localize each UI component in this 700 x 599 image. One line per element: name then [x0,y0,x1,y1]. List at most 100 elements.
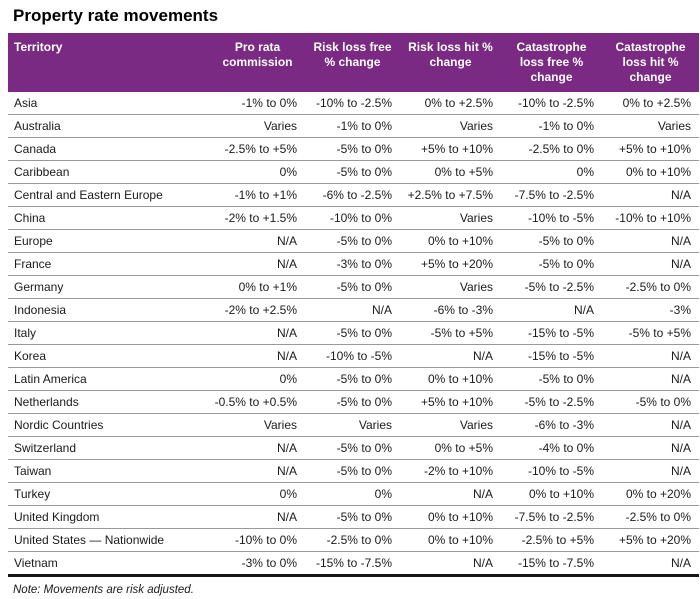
rate-value-cell: -6% to -3% [501,413,602,437]
rate-value-cell: -2.5% to 0% [501,137,602,161]
territory-cell: Nordic Countries [8,413,210,437]
rate-value-cell: -3% to 0% [305,252,400,276]
rate-value-cell: -5% to 0% [305,459,400,483]
rate-value-cell: -2.5% to 0% [602,275,699,299]
table-row: Canada -2.5% to +5% -5% to 0% +5% to +10% -2… [8,137,699,161]
rate-value-cell: +5% to +20% [400,252,501,276]
rate-value-cell: -5% to +5% [602,321,699,345]
rate-value-cell: 0% to +20% [602,482,699,506]
rate-value-cell: 0% [210,482,305,506]
rate-value-cell: -5% to 0% [501,252,602,276]
table-row: Nordic Countries Varies Varies Varies -6% to… [8,413,699,437]
territory-cell: China [8,206,210,230]
rate-value-cell: N/A [400,344,501,368]
rate-value-cell: 0% to +10% [400,367,501,391]
rate-value-cell: -1% to 0% [210,92,305,115]
rate-value-cell: 0% to +10% [400,229,501,253]
table-row: Asia -1% to 0% -10% to -2.5% 0% to +2.5% -10… [8,92,699,115]
rate-value-cell: -10% to 0% [305,206,400,230]
rate-value-cell: 0% [305,482,400,506]
rate-value-cell: -3% to 0% [210,551,305,577]
rate-value-cell: -15% to -5% [501,321,602,345]
rate-value-cell: -5% to 0% [501,229,602,253]
rate-value-cell: -5% to -2.5% [501,390,602,414]
territory-cell: Turkey [8,482,210,506]
rate-value-cell: -5% to 0% [501,367,602,391]
table-row: France N/A -3% to 0% +5% to +20% -5% to 0% N/… [8,252,699,276]
rate-value-cell: Varies [602,114,699,138]
table-body: Asia -1% to 0% -10% to -2.5% 0% to +2.5% -10… [8,92,699,577]
rate-value-cell: 0% to +10% [501,482,602,506]
territory-cell: United Kingdom [8,505,210,529]
column-header-pro-rata-commission: Pro rata commission [210,33,305,92]
territory-cell: Korea [8,344,210,368]
rate-value-cell: -5% to 0% [305,137,400,161]
rate-value-cell: N/A [602,229,699,253]
territory-cell: Germany [8,275,210,299]
rate-value-cell: 0% to +5% [400,160,501,184]
territory-cell: United States — Nationwide [8,528,210,552]
rate-value-cell: -5% to -2.5% [501,275,602,299]
rate-value-cell: -2.5% to +5% [210,137,305,161]
rate-value-cell: -7.5% to -2.5% [501,183,602,207]
rate-value-cell: N/A [400,551,501,577]
rate-value-cell: -5% to 0% [305,229,400,253]
table-row: Turkey 0% 0% N/A 0% to +10% 0% to +20% [8,482,699,506]
rate-value-cell: N/A [602,252,699,276]
territory-cell: France [8,252,210,276]
rate-value-cell: -6% to -2.5% [305,183,400,207]
table-row: Vietnam -3% to 0% -15% to -7.5% N/A -15% to … [8,551,699,577]
table-row: Korea N/A -10% to -5% N/A -15% to -5% N/A [8,344,699,368]
rate-value-cell: N/A [210,459,305,483]
rate-value-cell: -15% to -7.5% [501,551,602,577]
rate-value-cell: +5% to +20% [602,528,699,552]
rate-value-cell: 0% to +10% [602,160,699,184]
rate-value-cell: -10% to -5% [501,206,602,230]
rate-value-cell: -3% [602,298,699,322]
table-row: Caribbean 0% -5% to 0% 0% to +5% 0% 0% to +10… [8,160,699,184]
table-row: United States — Nationwide -10% to 0% -2.5… [8,528,699,552]
rate-value-cell: 0% [210,160,305,184]
rate-value-cell: N/A [602,367,699,391]
rate-value-cell: -5% to 0% [305,505,400,529]
rate-value-cell: -5% to 0% [305,367,400,391]
rate-value-cell: -1% to 0% [501,114,602,138]
table-row: Taiwan N/A -5% to 0% -2% to +10% -10% to -5%… [8,459,699,483]
rate-value-cell: +5% to +10% [400,390,501,414]
territory-cell: Canada [8,137,210,161]
territory-cell: Netherlands [8,390,210,414]
territory-cell: Australia [8,114,210,138]
rate-value-cell: Varies [400,206,501,230]
table-row: China -2% to +1.5% -10% to 0% Varies -10% to… [8,206,699,230]
territory-cell: Asia [8,92,210,115]
rate-value-cell: 0% [210,367,305,391]
rate-value-cell: -0.5% to +0.5% [210,390,305,414]
page-title: Property rate movements [13,6,219,25]
rate-value-cell: -10% to -2.5% [305,92,400,115]
property-rate-table: Territory Pro rata commission Risk loss … [8,33,699,577]
page: Property rate movements Territory Pro ra… [0,6,700,597]
territory-cell: Taiwan [8,459,210,483]
rate-value-cell: Varies [400,275,501,299]
column-header-territory: Territory [8,33,210,92]
territory-cell: Switzerland [8,436,210,460]
table-row: Latin America 0% -5% to 0% 0% to +10% -5% to… [8,367,699,391]
rate-value-cell: -2% to +2.5% [210,298,305,322]
rate-value-cell: -2.5% to +5% [501,528,602,552]
rate-value-cell: -1% to +1% [210,183,305,207]
rate-value-cell: Varies [210,413,305,437]
rate-value-cell: +5% to +10% [400,137,501,161]
rate-value-cell: 0% to +2.5% [602,92,699,115]
rate-value-cell: 0% [501,160,602,184]
rate-value-cell: -2.5% to 0% [602,505,699,529]
column-header-risk-loss-hit-change: Risk loss hit % change [400,33,501,92]
rate-value-cell: +2.5% to +7.5% [400,183,501,207]
rate-value-cell: N/A [210,344,305,368]
rate-value-cell: -10% to -5% [501,459,602,483]
rate-value-cell: Varies [400,413,501,437]
rate-value-cell: N/A [602,551,699,577]
rate-value-cell: Varies [400,114,501,138]
rate-value-cell: -1% to 0% [305,114,400,138]
rate-value-cell: -5% to 0% [305,160,400,184]
rate-value-cell: N/A [602,344,699,368]
